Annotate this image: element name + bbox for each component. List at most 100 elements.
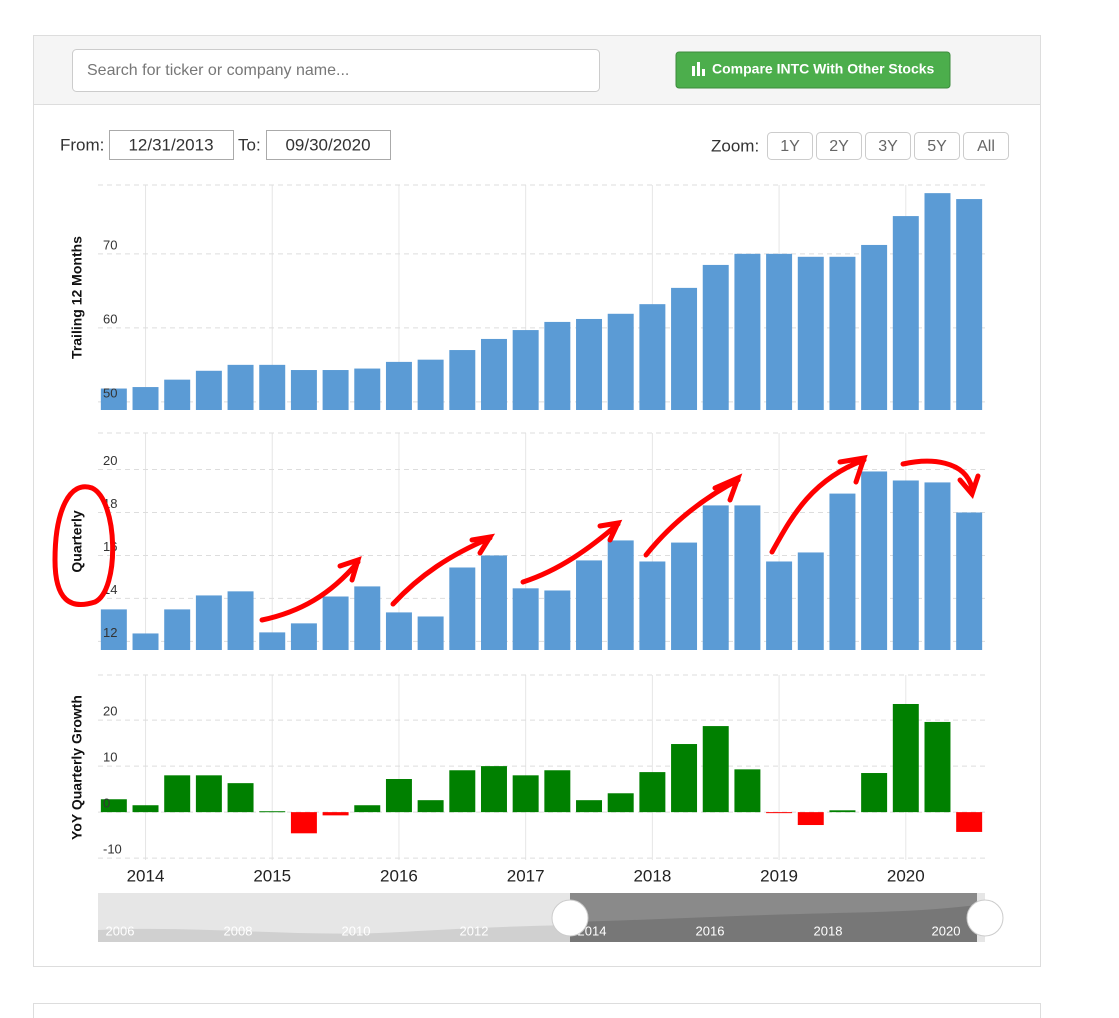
navigator-labels: 2006 2008 2010 2012 2014 2016 2018 2020 [106, 923, 961, 938]
circle-annotation [52, 484, 116, 608]
bar [449, 770, 476, 813]
y-tick-label: 60 [103, 311, 117, 326]
from-label: From: [60, 135, 104, 154]
bar [544, 590, 571, 650]
handle[interactable] [966, 899, 1004, 937]
zoom-button[interactable] [865, 132, 911, 160]
navigator-area [98, 925, 570, 942]
navigator-label: 2016 [696, 923, 725, 938]
navigator-label: 2018 [814, 923, 843, 938]
zoom-button[interactable] [963, 132, 1009, 160]
x-tick-label: 2017 [507, 866, 545, 885]
bar [671, 542, 698, 650]
navigator-label: 2008 [224, 923, 253, 938]
y-tick-label: 70 [103, 237, 117, 252]
bar [417, 616, 444, 650]
icon [697, 62, 700, 76]
bar [924, 193, 951, 410]
bar [100, 609, 127, 650]
navigator-label: 2006 [106, 923, 135, 938]
bar [671, 744, 698, 813]
bar [734, 505, 761, 650]
bar [100, 388, 127, 410]
plots: 2014 2015 2016 2017 2018 2019 2020506070Traili… [69, 184, 985, 885]
zoom-option: 2Y [829, 138, 849, 155]
bar [671, 287, 698, 410]
bar [892, 480, 919, 650]
handle[interactable] [551, 899, 589, 937]
zoom-group: 1Y 2Y 3Y 5Y All [767, 132, 1009, 160]
bar [385, 612, 412, 650]
bar [702, 264, 729, 410]
y-tick-label: 10 [103, 750, 117, 765]
bar [639, 772, 666, 813]
bar [354, 368, 381, 410]
search-box[interactable] [72, 49, 600, 92]
bar [354, 586, 381, 650]
bar [132, 633, 159, 650]
arrow [390, 533, 496, 607]
bar [480, 555, 507, 650]
bar [702, 505, 729, 650]
zoom-button[interactable] [816, 132, 862, 160]
bar [480, 338, 507, 410]
arrow [643, 473, 743, 558]
zoom-option: All [977, 138, 995, 155]
bar [417, 800, 444, 813]
bar [544, 770, 571, 813]
navigator-label: 2012 [460, 923, 489, 938]
y-tick-label: 20 [103, 453, 117, 468]
bar [702, 726, 729, 813]
bar [195, 775, 222, 813]
zoom-option: 1Y [780, 138, 800, 155]
bar [512, 588, 539, 650]
zoom-button[interactable] [767, 132, 813, 160]
bar [766, 812, 793, 814]
bar [607, 540, 634, 650]
to-input[interactable] [266, 130, 391, 160]
bar [766, 561, 793, 650]
compare-button[interactable] [675, 51, 951, 89]
from-date: 12/31/2013 [128, 135, 213, 154]
y-axis-title: YoY Quarterly Growth [69, 695, 85, 840]
bar [290, 370, 317, 410]
bar [227, 783, 254, 813]
bar [322, 812, 349, 816]
bar [576, 318, 603, 410]
navigator-area [570, 905, 977, 942]
bar [766, 253, 793, 410]
bar [480, 766, 507, 813]
bar [385, 779, 412, 813]
bar [259, 632, 286, 650]
icon [702, 69, 705, 76]
bar [544, 321, 571, 410]
bar [892, 216, 919, 410]
arrow [900, 458, 981, 499]
arrow [259, 556, 362, 623]
x-tick-label: 2020 [887, 866, 925, 885]
bar [322, 370, 349, 410]
navigator: 2006 2008 2010 2012 2014 2016 2018 2020 [98, 893, 1004, 942]
from-input[interactable] [109, 130, 234, 160]
bar [385, 361, 412, 410]
bar [797, 256, 824, 410]
bar [259, 364, 286, 410]
bar [797, 552, 824, 650]
navigator-label: 2010 [342, 923, 371, 938]
bar [576, 560, 603, 650]
arrow [520, 519, 623, 585]
to-label: To: [238, 135, 261, 154]
bar [512, 330, 539, 410]
bar [354, 805, 381, 813]
bar [164, 609, 191, 650]
bar [132, 805, 159, 813]
y-axis-title: Trailing 12 Months [69, 236, 85, 359]
y-tick-label: 50 [103, 385, 117, 400]
annotations [52, 454, 981, 623]
search-placeholder: Search for ticker or company name... [87, 62, 349, 79]
bar [417, 359, 444, 410]
bar [639, 561, 666, 650]
bar [322, 596, 349, 650]
zoom-button[interactable] [914, 132, 960, 160]
